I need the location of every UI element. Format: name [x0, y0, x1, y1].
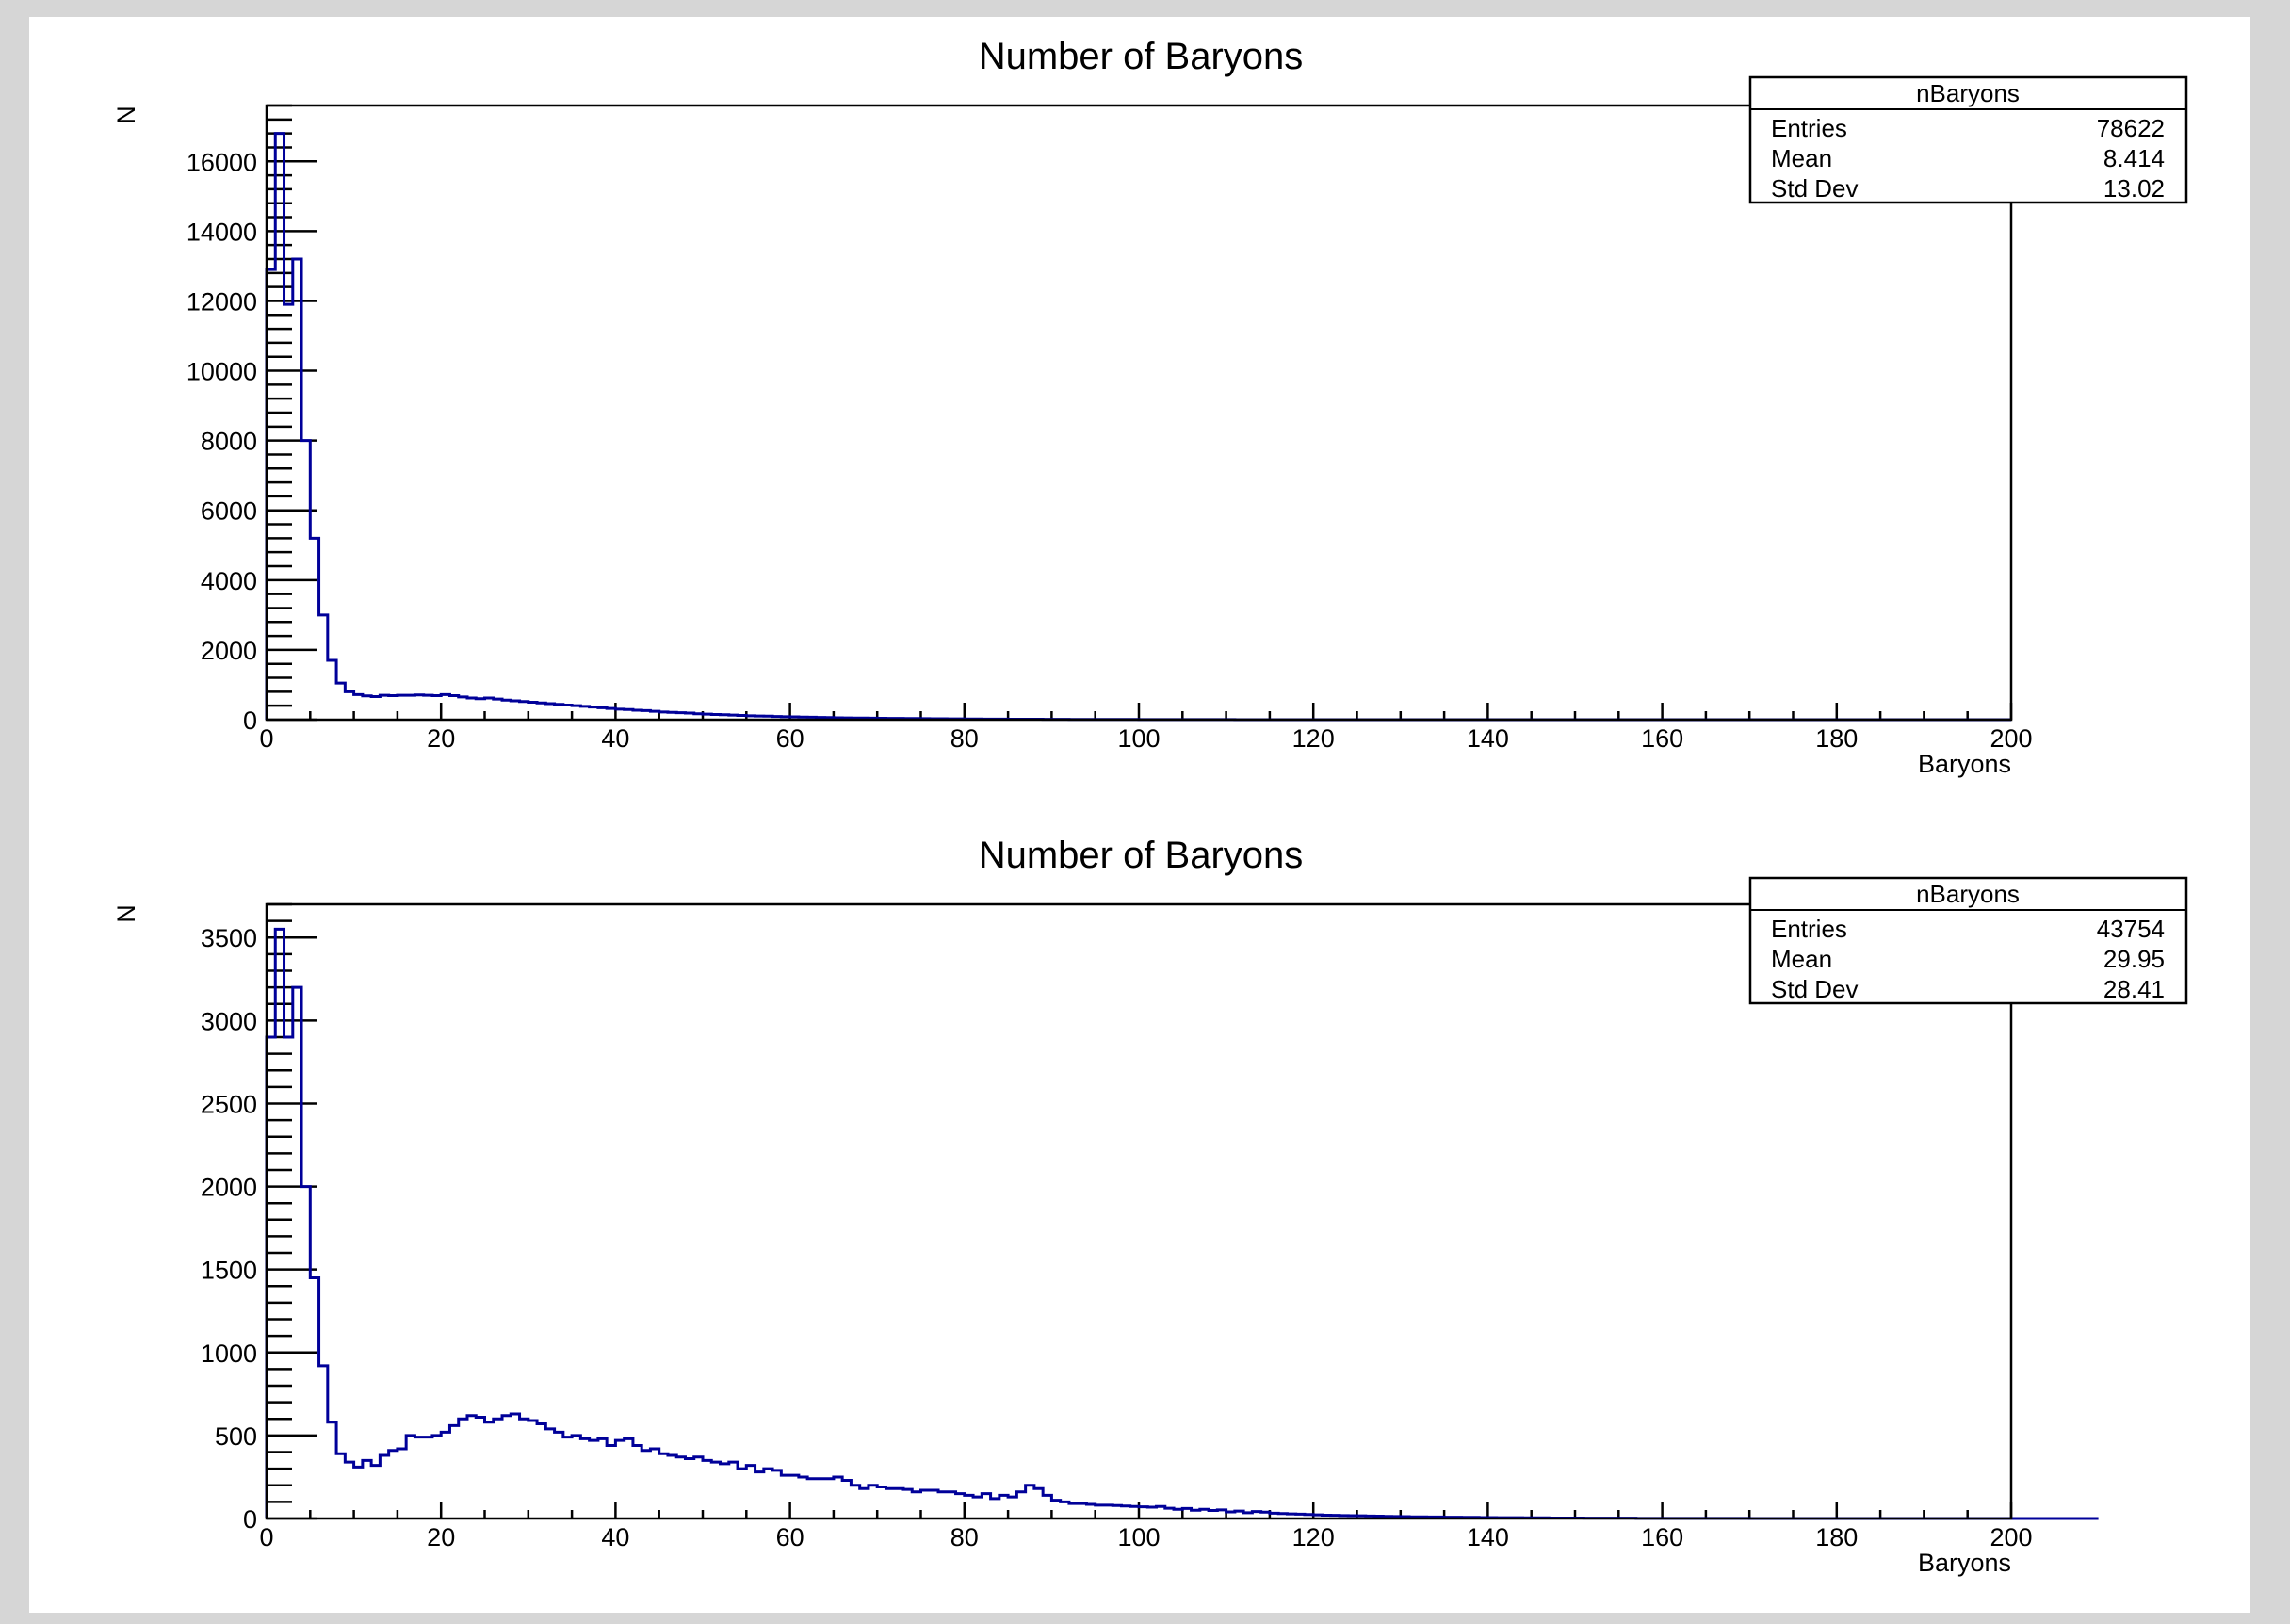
x-tick-label: 140 [1467, 724, 1509, 753]
x-tick-label: 180 [1815, 1523, 1858, 1551]
stats-box: nBaryons Entries 43754 Mean 29.95 Std De… [1748, 876, 2188, 1005]
x-axis-title: Baryons [1918, 750, 2011, 778]
stats-title: nBaryons [1916, 880, 2020, 908]
x-tick-label: 120 [1292, 724, 1335, 753]
stats-label-stddev: Std Dev [1771, 174, 1859, 203]
x-tick-label: 20 [427, 1523, 455, 1551]
x-tick-label: 40 [601, 724, 629, 753]
chart-title: Number of Baryons [979, 835, 1304, 876]
y-tick-label: 8000 [201, 428, 257, 456]
stats-title: nBaryons [1916, 79, 2020, 107]
stats-value-entries: 78622 [2097, 114, 2165, 142]
x-tick-group: 0 20 40 60 80 100 120 140 160 180 200 [259, 1502, 2033, 1551]
x-tick-label: 200 [1990, 1523, 2032, 1551]
y-tick-label: 12000 [187, 287, 257, 316]
stats-label-entries: Entries [1771, 915, 1847, 943]
chart-title: Number of Baryons [979, 36, 1304, 77]
x-tick-label: 120 [1292, 1523, 1335, 1551]
stats-label-mean: Mean [1771, 144, 1832, 172]
x-tick-label: 160 [1641, 724, 1683, 753]
stats-box: nBaryons Entries 78622 Mean 8.414 Std De… [1748, 75, 2188, 204]
y-tick-group: 0 500 1000 1500 2000 2500 3000 3500 [201, 902, 317, 1534]
y-tick-label: 3000 [201, 1007, 257, 1035]
canvas-frame [29, 17, 2250, 1613]
x-tick-label: 20 [427, 724, 455, 753]
y-tick-label: 2000 [201, 1174, 257, 1202]
stats-value-stddev: 13.02 [2103, 174, 2165, 203]
x-tick-label: 40 [601, 1523, 629, 1551]
histogram-panel-1: Number of Baryons N Baryons 020004000600… [112, 36, 2188, 778]
stats-value-entries: 43754 [2097, 915, 2165, 943]
y-tick-label: 3500 [201, 924, 257, 952]
histogram-series [265, 132, 2011, 722]
plot-frame [265, 104, 2013, 722]
stats-box-frame [1748, 876, 2188, 1005]
stats-value-mean: 29.95 [2103, 945, 2165, 973]
plot-frame [265, 902, 2013, 1520]
x-tick-label: 60 [776, 724, 804, 753]
x-tick-label: 200 [1990, 724, 2032, 753]
x-tick-group: 0 20 40 60 80 100 120 140 160 180 200 [259, 703, 2033, 753]
y-tick-label: 2000 [201, 637, 257, 665]
y-axis-title: N [112, 904, 140, 923]
x-tick-label: 0 [259, 1523, 273, 1551]
x-tick-label: 100 [1117, 724, 1160, 753]
y-tick-label: 0 [243, 706, 257, 735]
x-tick-label: 140 [1467, 1523, 1509, 1551]
histogram-line [265, 132, 2011, 722]
y-tick-label: 0 [243, 1505, 257, 1534]
stats-label-stddev: Std Dev [1771, 975, 1859, 1003]
x-tick-label: 60 [776, 1523, 804, 1551]
stats-label-entries: Entries [1771, 114, 1847, 142]
x-tick-label: 80 [950, 1523, 979, 1551]
y-tick-label: 4000 [201, 567, 257, 595]
histogram-line [265, 927, 2099, 1520]
y-tick-label: 6000 [201, 497, 257, 526]
histogram-series [265, 927, 2099, 1520]
y-tick-group: 0 2000 4000 6000 8000 10000 12000 14000 16000 [187, 104, 317, 735]
y-tick-label: 1000 [201, 1340, 257, 1368]
y-tick-label: 2500 [201, 1090, 257, 1118]
x-tick-label: 180 [1815, 724, 1858, 753]
y-tick-label: 10000 [187, 358, 257, 386]
stats-value-stddev: 28.41 [2103, 975, 2165, 1003]
x-tick-label: 100 [1117, 1523, 1160, 1551]
x-axis-title: Baryons [1918, 1549, 2011, 1577]
stats-label-mean: Mean [1771, 945, 1832, 973]
x-tick-label: 160 [1641, 1523, 1683, 1551]
y-axis-title: N [112, 106, 140, 124]
histogram-panel-2: Number of Baryons N Baryons 050010001500… [112, 835, 2188, 1577]
y-tick-label: 14000 [187, 218, 257, 246]
y-tick-label: 1500 [201, 1257, 257, 1285]
y-tick-label: 500 [215, 1422, 257, 1451]
y-tick-label: 16000 [187, 148, 257, 176]
stats-box-frame [1748, 75, 2188, 204]
x-tick-label: 80 [950, 724, 979, 753]
stats-value-mean: 8.414 [2103, 144, 2165, 172]
x-tick-label: 0 [259, 724, 273, 753]
